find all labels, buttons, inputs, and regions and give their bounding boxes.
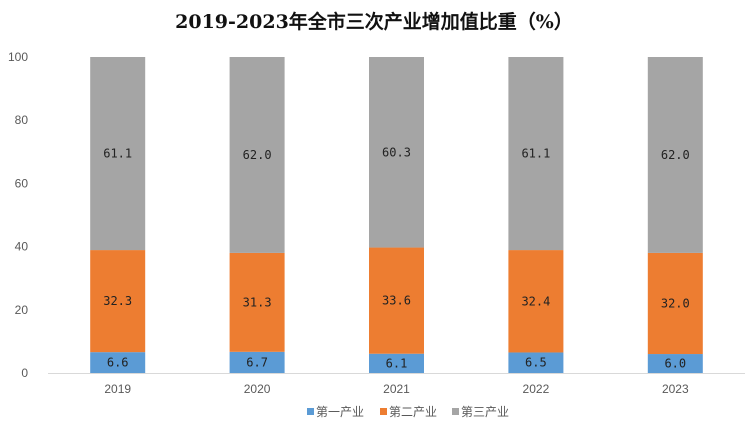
y-tick-label: 40 [15, 240, 29, 254]
data-label: 61.1 [103, 147, 132, 161]
data-label: 60.3 [382, 145, 411, 159]
legend-label: 第二产业 [389, 405, 437, 419]
data-label: 62.0 [661, 148, 690, 162]
data-label: 6.6 [107, 356, 129, 370]
data-label: 32.3 [103, 294, 132, 308]
data-label: 32.4 [521, 294, 550, 308]
bar-segment [508, 57, 564, 251]
y-tick-label: 0 [21, 366, 28, 380]
y-tick-label: 20 [15, 303, 29, 317]
y-tick-label: 60 [15, 176, 29, 190]
x-axis: 2019 2020 2021 2022 2023 [48, 373, 745, 396]
legend-swatch [380, 408, 387, 415]
bar-segment [369, 353, 424, 373]
x-tick-label: 2019 [104, 382, 131, 396]
y-tick-label: 80 [15, 113, 29, 127]
y-axis: 0 20 40 60 80 100 [8, 50, 28, 380]
bar-stack-2021: 6.1 33.6 60.3 [369, 57, 424, 373]
chart-title: 2019-2023年全市三次产业增加值比重（%） [175, 10, 573, 33]
data-label: 62.0 [243, 148, 272, 162]
bar-segment [508, 250, 564, 353]
x-tick-label: 2023 [662, 382, 689, 396]
bar-segment [229, 252, 285, 352]
data-label: 33.6 [382, 294, 411, 308]
bar-segment [90, 57, 146, 251]
x-tick-label: 2022 [523, 382, 550, 396]
data-label: 32.0 [661, 296, 690, 310]
bar-segment [369, 57, 424, 248]
bar-segment [90, 352, 146, 373]
plot-area: 6.6 32.3 61.1 6.7 31.3 62.0 6.1 33.6 60.3 6.5 32.4… [90, 57, 703, 373]
bar-segment [647, 57, 703, 253]
x-tick-label: 2020 [244, 382, 271, 396]
legend-label: 第三产业 [461, 405, 509, 419]
y-tick-label: 100 [8, 50, 28, 64]
legend: 第一产业 第二产业 第三产业 [307, 405, 509, 419]
data-label: 6.5 [525, 356, 547, 370]
bar-stack-2020: 6.7 31.3 62.0 [229, 57, 285, 373]
bar-segment [229, 351, 285, 373]
bar-segment [90, 250, 146, 353]
data-label: 61.1 [521, 147, 550, 161]
data-label: 31.3 [243, 295, 272, 309]
bar-stack-2023: 6.0 32.0 62.0 [647, 57, 703, 373]
data-label: 6.7 [246, 355, 268, 369]
bar-segment [369, 247, 424, 354]
bar-segment [508, 352, 564, 373]
bar-stack-2019: 6.6 32.3 61.1 [90, 57, 146, 373]
data-label: 6.0 [664, 357, 686, 371]
legend-swatch [307, 408, 314, 415]
bar-segment [647, 252, 703, 355]
bar-segment [229, 57, 285, 253]
legend-label: 第一产业 [316, 405, 364, 419]
x-tick-label: 2021 [383, 382, 410, 396]
bar-stack-2022: 6.5 32.4 61.1 [508, 57, 564, 373]
legend-swatch [452, 408, 459, 415]
bar-segment [647, 354, 703, 373]
data-label: 6.1 [386, 356, 408, 370]
